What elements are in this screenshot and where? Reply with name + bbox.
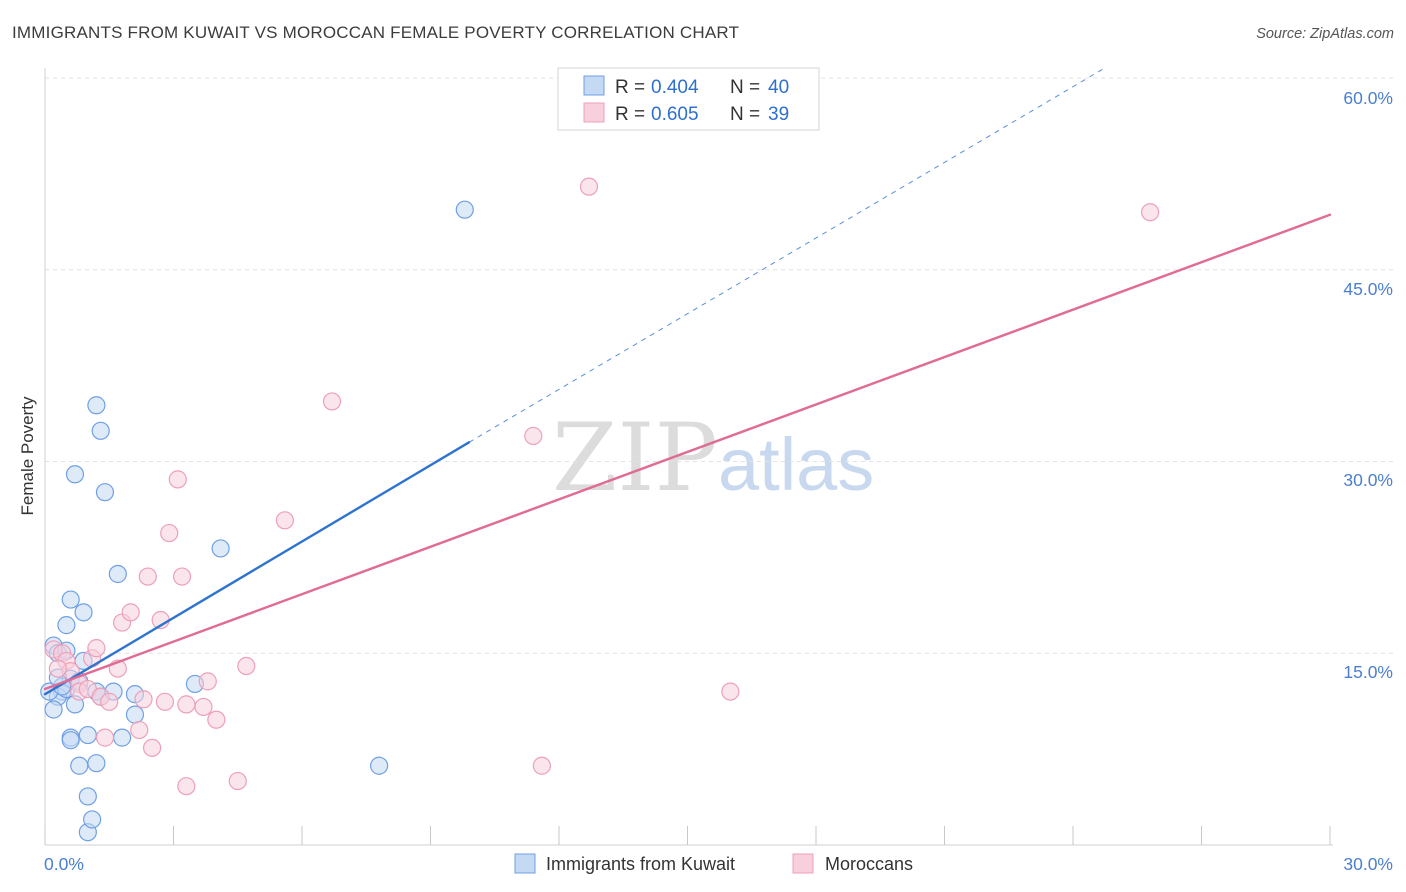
bottom-legend-label-kuwait: Immigrants from Kuwait (546, 854, 735, 874)
point-moroccans-20 (155, 692, 175, 711)
chart-title: IMMIGRANTS FROM KUWAIT VS MOROCCAN FEMAL… (12, 23, 739, 42)
point-moroccans-24 (177, 695, 196, 714)
legend-stats: R = 0.404 N = 40 R = 0.605 N = 39 (557, 67, 820, 131)
point-moroccans-33 (524, 426, 543, 446)
watermark-atlas: atlas (718, 423, 874, 506)
point-kuwait-29 (125, 705, 145, 724)
point-moroccans-37 (1140, 203, 1160, 222)
point-kuwait-13 (74, 603, 93, 622)
x-tick-label-30: 30.0% (1343, 854, 1393, 874)
point-kuwait-19 (87, 754, 106, 773)
point-moroccans-26 (194, 697, 213, 717)
bottom-legend-label-moroccans: Moroccans (825, 854, 913, 874)
point-moroccans-17 (138, 567, 157, 586)
trend-line-kuwait (43, 441, 471, 696)
trend-extension-kuwait (468, 68, 1104, 443)
legend-series: Immigrants from Kuwait Moroccans (514, 853, 913, 874)
point-moroccans-18 (142, 738, 162, 757)
point-moroccans-16 (134, 690, 153, 709)
watermark: ZIP atlas (552, 404, 874, 513)
point-kuwait-27 (108, 564, 127, 584)
y-tick-labels: 60.0% 45.0% 30.0% 15.0% (1343, 88, 1393, 682)
y-tick-label-60: 60.0% (1343, 88, 1393, 108)
point-moroccans-8 (87, 639, 106, 658)
point-moroccans-30 (237, 656, 256, 676)
x-axis-ticks (44, 826, 1331, 845)
x-tick-label-0: 0.0% (44, 854, 84, 874)
trend-line-moroccans (43, 213, 1332, 691)
point-moroccans-32 (322, 392, 342, 411)
point-kuwait-38 (61, 731, 80, 750)
point-kuwait-15 (78, 725, 97, 745)
legend-n-value-moroccans: 39 (768, 104, 789, 125)
chart-source: Source: ZipAtlas.com (1256, 26, 1394, 42)
y-tick-label-15: 15.0% (1343, 662, 1393, 682)
point-moroccans-25 (177, 777, 196, 796)
point-moroccans-21 (160, 523, 179, 543)
point-moroccans-15 (130, 720, 149, 740)
point-kuwait-16 (78, 787, 97, 806)
point-kuwait-9 (61, 590, 80, 609)
point-kuwait-12 (70, 756, 89, 775)
scatter-points (40, 177, 1160, 842)
point-kuwait-18 (83, 810, 102, 829)
point-kuwait-23 (65, 465, 85, 484)
legend-r-label-kuwait: R = (615, 77, 645, 98)
point-moroccans-27 (198, 672, 217, 691)
bottom-legend-swatch-kuwait (514, 853, 536, 874)
point-kuwait-24 (87, 396, 106, 415)
point-moroccans-29 (228, 771, 247, 791)
point-kuwait-35 (455, 200, 474, 219)
watermark-zip: ZIP (552, 404, 718, 513)
point-moroccans-31 (275, 511, 294, 530)
gridlines (45, 77, 1395, 654)
legend-swatch-kuwait (583, 75, 605, 96)
point-moroccans-23 (172, 567, 192, 586)
y-tick-label-45: 45.0% (1343, 279, 1393, 299)
point-moroccans-38 (48, 659, 67, 678)
bottom-legend-swatch-moroccans (792, 853, 814, 874)
point-kuwait-33 (211, 539, 230, 558)
point-moroccans-28 (207, 710, 226, 729)
legend-n-value-kuwait: 40 (768, 77, 789, 98)
legend-r-value-kuwait: 0.404 (651, 77, 699, 98)
legend-r-value-moroccans: 0.605 (651, 104, 699, 125)
point-moroccans-35 (579, 177, 599, 196)
y-axis-label: Female Poverty (18, 396, 37, 516)
trend-lines (43, 68, 1332, 696)
point-moroccans-34 (532, 756, 551, 775)
point-moroccans-14 (121, 603, 140, 622)
legend-n-label-kuwait: N = (730, 77, 760, 98)
point-moroccans-10 (95, 728, 115, 747)
legend-swatch-moroccans (583, 102, 605, 123)
legend-r-label-moroccans: R = (615, 104, 645, 125)
point-moroccans-36 (721, 682, 740, 701)
point-moroccans-22 (168, 470, 187, 489)
point-kuwait-26 (95, 483, 115, 502)
point-kuwait-25 (91, 421, 110, 440)
point-moroccans-11 (100, 692, 119, 711)
y-tick-label-30: 30.0% (1343, 470, 1393, 490)
point-kuwait-34 (370, 756, 389, 775)
point-kuwait-7 (44, 700, 63, 719)
point-kuwait-8 (57, 616, 76, 635)
point-kuwait-28 (112, 728, 132, 747)
legend-n-label-moroccans: N = (730, 104, 760, 125)
